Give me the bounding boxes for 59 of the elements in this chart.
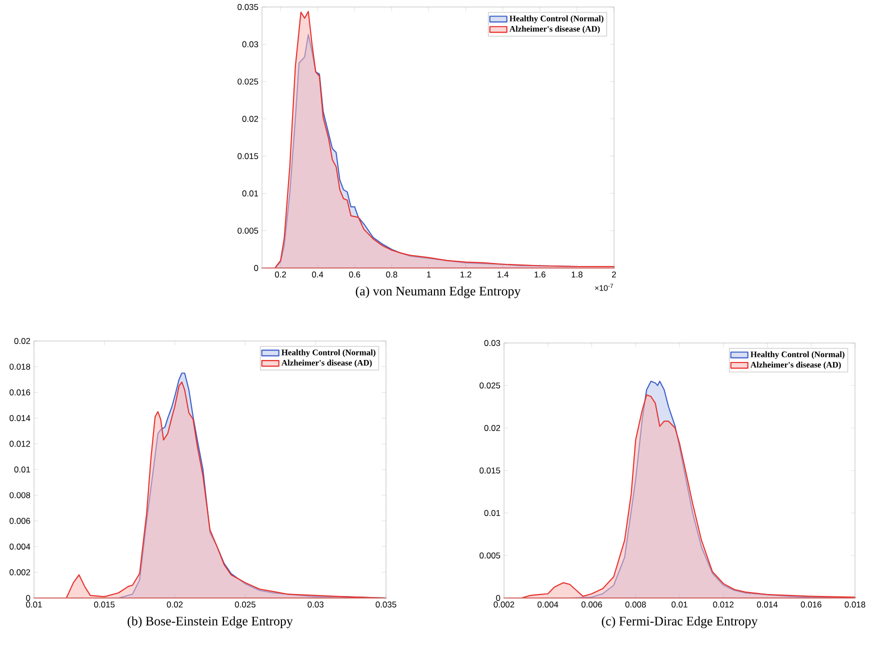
- y-tick-label: 0.015: [238, 153, 258, 160]
- y-tick-label: 0.025: [480, 382, 500, 388]
- legend-label: Alzheimer's disease (AD): [509, 26, 600, 34]
- y-tick-label: 0.03: [242, 41, 258, 48]
- y-tick-label: 0.02: [14, 338, 30, 344]
- x-tick-label: 0.012: [713, 602, 734, 608]
- x-tick-label: 0.004: [538, 602, 558, 608]
- x-tick-label: 1.4: [498, 272, 508, 278]
- x-tick-label: 0.016: [800, 602, 822, 608]
- x-tick-label: 0.015: [94, 602, 115, 608]
- y-tick-label: 0.014: [10, 415, 30, 422]
- x-tick-label: 1.2: [460, 272, 472, 278]
- legend-label: Healthy Control (Normal): [282, 349, 376, 358]
- x-axis-title: (c) Fermi-Dirac Edge Entropy: [602, 616, 758, 628]
- x-tick-label: 0.02: [166, 602, 183, 608]
- y-tick-label: 0: [254, 265, 258, 271]
- x-tick-label: 0.03: [308, 602, 324, 608]
- y-tick-label: 0.008: [10, 492, 30, 498]
- x-tick-label: 0.018: [844, 602, 866, 608]
- x-axis-title: (b) Bose-Einstein Edge Entropy: [128, 616, 293, 628]
- y-tick-label: 0: [26, 595, 30, 601]
- x-tick-label: 0.006: [581, 602, 602, 608]
- y-tick-label: 0.006: [10, 518, 30, 524]
- legend-label: Healthy Control (Normal): [750, 351, 844, 359]
- x-tick-label: 1.8: [572, 272, 582, 278]
- y-tick-label: 0.02: [242, 116, 258, 122]
- x-tick-label: 0.014: [756, 602, 778, 608]
- y-tick-label: 0.015: [480, 468, 500, 474]
- legend-label: Alzheimer's disease (AD): [750, 362, 841, 370]
- x-tick-label: 1.6: [534, 272, 546, 278]
- y-tick-label: 0: [496, 595, 500, 601]
- x-tick-label: 2: [612, 272, 616, 278]
- y-tick-label: 0.035: [238, 4, 258, 10]
- legend-label: Healthy Control (Normal): [510, 15, 604, 24]
- y-tick-label: 0.005: [480, 552, 500, 558]
- x-tick-label: 0.008: [625, 602, 646, 608]
- legend-label: Alzheimer's disease (AD): [281, 360, 372, 368]
- y-tick-label: 0.002: [10, 569, 30, 576]
- y-tick-label: 0.03: [484, 340, 500, 346]
- y-tick-label: 0.005: [238, 228, 258, 234]
- y-tick-label: 0.01: [484, 510, 500, 516]
- x-tick-label: 1: [427, 272, 431, 278]
- y-tick-label: 0.01: [14, 466, 30, 472]
- x-tick-label: 0.8: [386, 272, 398, 278]
- y-tick-label: 0.016: [10, 389, 30, 396]
- y-tick-label: 0.01: [242, 190, 258, 196]
- x-tick-label: 0.002: [494, 602, 514, 608]
- x-axis-title: (a) von Neumann Edge Entropy: [356, 286, 521, 298]
- x-tick-label: 0.4: [312, 272, 324, 278]
- x-tick-label: 0.035: [376, 602, 396, 608]
- y-tick-label: 0.012: [10, 440, 30, 447]
- x-tick-label: 0.01: [672, 602, 688, 608]
- y-tick-label: 0.004: [10, 544, 30, 550]
- y-tick-label: 0.025: [238, 78, 258, 85]
- y-tick-label: 0.02: [484, 425, 500, 431]
- y-tick-label: 0.018: [10, 364, 30, 370]
- x-tick-label: 0.01: [26, 602, 42, 608]
- x-tick-label: 0.2: [274, 272, 286, 278]
- x-tick-label: 0.6: [349, 272, 360, 278]
